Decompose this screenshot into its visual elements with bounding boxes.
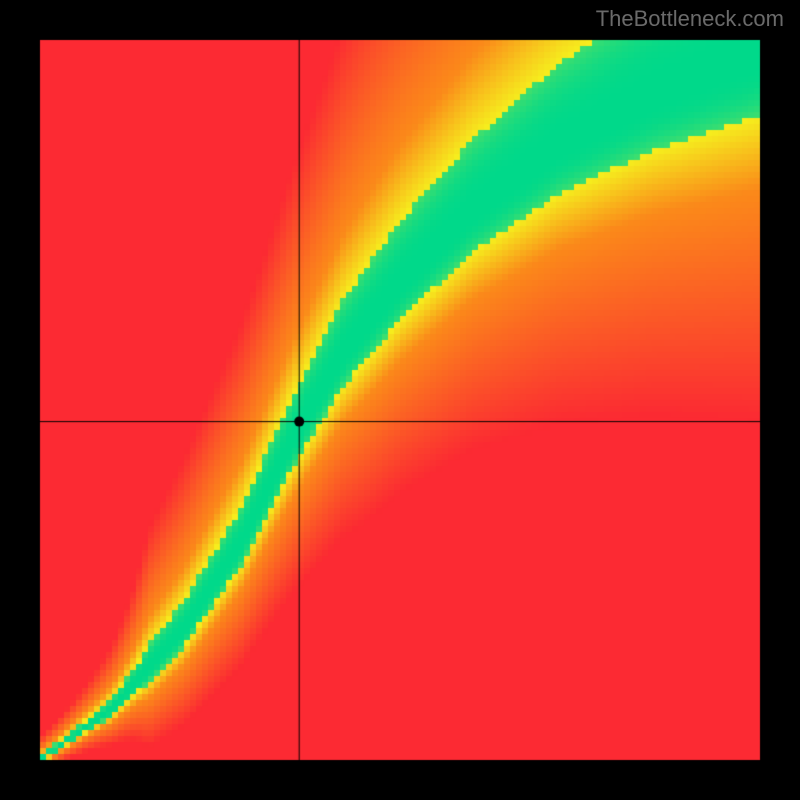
bottleneck-heatmap xyxy=(0,0,800,800)
watermark-text: TheBottleneck.com xyxy=(596,6,784,32)
chart-container: TheBottleneck.com xyxy=(0,0,800,800)
